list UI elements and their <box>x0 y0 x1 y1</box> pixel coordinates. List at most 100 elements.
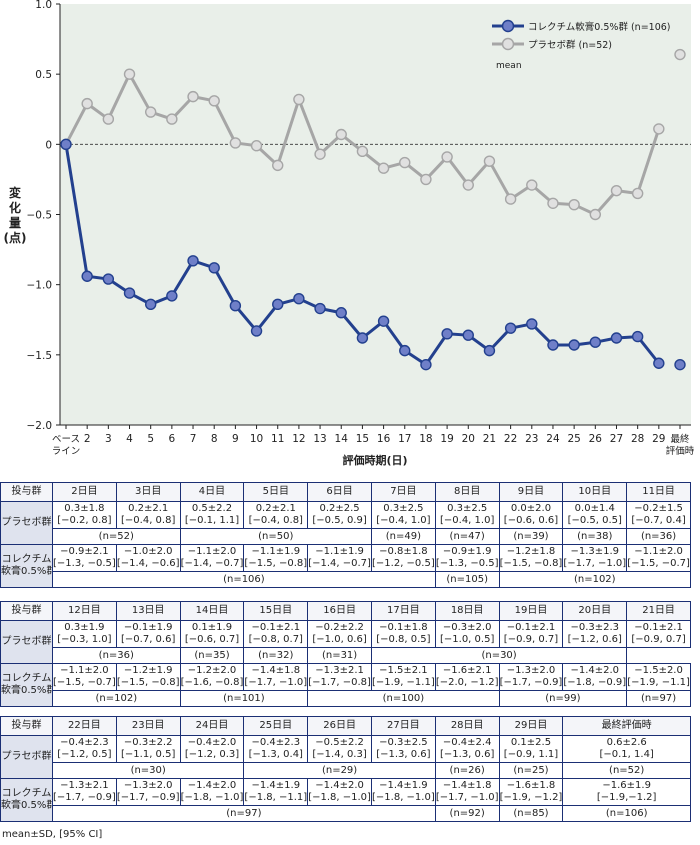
data-point-placebo <box>166 113 178 125</box>
value-cell-active: −1.4±1.8 [−1.7, −1.0] <box>434 778 500 806</box>
day-header: 26日目 <box>307 716 372 736</box>
group-label-placebo: プラセボ群 <box>0 620 53 664</box>
data-point-active <box>250 325 263 337</box>
n-cell-placebo: (n=36) <box>626 528 691 545</box>
group-label-active: コレクチム 軟膏0.5%群 <box>0 663 53 707</box>
data-point-placebo <box>653 123 665 135</box>
value-cell-active: −1.1±1.9 [−1.4, −0.7] <box>307 544 372 572</box>
value-cell-placebo: −0.5±2.2 [−1.4, 0.3] <box>307 735 372 763</box>
value-cell-active: −1.4±2.0 [−1.8, −1.0] <box>307 778 372 806</box>
y-label-char-2: 化 <box>9 200 21 215</box>
legend-marker-placebo <box>501 37 515 51</box>
n-cell-placebo: (n=52) <box>52 528 181 545</box>
n-cell-placebo: (n=30) <box>370 647 628 664</box>
value-cell-placebo: −0.1±2.1 [−0.9, 0.7] <box>626 620 691 648</box>
value-cell-placebo: 0.2±2.5 [−0.5, 0.9] <box>307 501 372 529</box>
x-tick-label: 13 <box>313 433 326 445</box>
x-tick-label: 15 <box>356 433 369 445</box>
data-point-active <box>314 302 326 315</box>
data-point-placebo <box>547 197 559 209</box>
value-cell-placebo: 0.0±2.0 [−0.6, 0.6] <box>498 501 564 529</box>
y-label-char-3: 量 <box>9 216 21 230</box>
data-point-active <box>229 300 242 312</box>
value-cell-active: −1.3±2.1 [−1.7, −0.8] <box>307 663 372 691</box>
value-cell-placebo: −0.4±2.3 [−1.2, 0.5] <box>52 735 117 763</box>
value-cell-placebo: −0.4±2.0 [−1.2, 0.3] <box>179 735 245 763</box>
n-cell-active: (n=102) <box>52 690 181 707</box>
value-cell-active: −1.4±2.0 [−1.8, −1.0] <box>179 778 245 806</box>
value-cell-placebo: −0.4±2.4 [−1.3, 0.6] <box>434 735 500 763</box>
group-label-placebo: プラセボ群 <box>0 735 53 779</box>
data-point-placebo <box>420 173 432 186</box>
n-cell-placebo: (n=47) <box>434 528 500 545</box>
legend-label-active: コレクチム軟膏0.5%群 (n=106) <box>528 21 671 33</box>
legend-note: mean <box>496 61 522 71</box>
data-point-placebo <box>631 187 644 200</box>
value-cell-placebo: 0.3±1.9 [−0.3, 1.0] <box>52 620 117 648</box>
y-tick-label: 1.0 <box>35 0 52 11</box>
x-tick-label: 2 <box>84 433 91 445</box>
data-point-placebo <box>272 159 284 172</box>
value-cell-active: −1.5±2.1 [−1.9, −1.1] <box>370 663 436 691</box>
n-cell-active: (n=97) <box>52 805 436 822</box>
x-tick-label: 10 <box>250 433 263 445</box>
x-tick-label: 20 <box>462 433 475 445</box>
x-tick-label: 28 <box>631 433 644 445</box>
day-header: 28日目 <box>434 716 500 736</box>
n-cell-active: (n=106) <box>562 805 691 822</box>
value-cell-active: −1.5±2.0 [−1.9, −1.1] <box>626 663 691 691</box>
x-tick-label: 18 <box>419 433 432 445</box>
data-point-active <box>272 298 284 311</box>
day-header: 14日目 <box>179 601 245 621</box>
x-tick-label: 6 <box>169 433 176 445</box>
value-cell-active: −1.4±1.9 [−1.8, −1.1] <box>243 778 309 806</box>
value-cell-active: −1.1±2.0 [−1.5, −0.7] <box>626 544 691 572</box>
value-cell-active: −0.9±2.1 [−1.3, −0.5] <box>52 544 117 572</box>
value-cell-placebo: −0.1±2.1 [−0.8, 0.7] <box>243 620 309 648</box>
data-point-active <box>187 255 199 267</box>
n-cell-placebo: (n=26) <box>434 762 500 779</box>
value-cell-placebo: −0.1±1.8 [−0.8, 0.5] <box>370 620 436 648</box>
n-cell-placebo: (n=52) <box>562 762 691 779</box>
data-point-active <box>547 339 559 351</box>
y-tick-label: 0 <box>45 139 52 151</box>
group-header: 投与群 <box>0 716 53 736</box>
day-header: 8日目 <box>434 482 500 502</box>
value-cell-placebo: −0.2±2.2 [−1.0, 0.6] <box>307 620 372 648</box>
n-cell-placebo: (n=36) <box>52 647 181 664</box>
day-header: 5日目 <box>243 482 309 502</box>
x-axis-label: 評価時期(日) <box>342 453 407 467</box>
x-tick-label: 21 <box>483 433 496 445</box>
x-tick-label: 12 <box>292 433 305 445</box>
value-cell-active: −1.6±1.9 [−1.9,−1.2] <box>562 778 691 806</box>
n-cell-placebo: (n=32) <box>243 647 309 664</box>
value-cell-active: −1.4±1.9 [−1.8, −1.0] <box>370 778 436 806</box>
data-point-placebo <box>293 93 305 106</box>
plot-background <box>60 4 691 425</box>
data-point-placebo <box>102 113 115 125</box>
data-point-active <box>356 332 369 344</box>
n-cell-active: (n=105) <box>434 571 500 588</box>
data-point-placebo <box>483 155 496 167</box>
data-point-active <box>81 270 93 282</box>
group-label-active: コレクチム 軟膏0.5%群 <box>0 544 53 588</box>
x-tick-label: 3 <box>105 433 112 445</box>
value-cell-active: −1.0±2.0 [−1.4, −0.6] <box>115 544 181 572</box>
x-tick-label: ライン <box>52 446 81 457</box>
data-point-active <box>653 357 665 369</box>
data-point-active <box>610 332 623 344</box>
data-point-placebo <box>356 145 369 158</box>
value-cell-placebo: −0.3±2.0 [−1.0, 0.5] <box>434 620 500 648</box>
day-header: 27日目 <box>370 716 436 736</box>
x-tick-label: 29 <box>652 433 665 445</box>
data-point-placebo <box>504 193 517 205</box>
x-tick-label: 評価時 <box>666 445 695 457</box>
data-point-placebo <box>144 106 157 118</box>
y-tick-label: −0.5 <box>27 210 53 222</box>
data-point-active <box>441 328 453 340</box>
data-point-active <box>631 330 644 343</box>
day-header: 18日目 <box>434 601 500 621</box>
day-header: 4日目 <box>179 482 245 502</box>
data-point-placebo <box>314 148 326 160</box>
value-cell-placebo: 0.3±2.5 [−0.4, 1.0] <box>434 501 500 529</box>
